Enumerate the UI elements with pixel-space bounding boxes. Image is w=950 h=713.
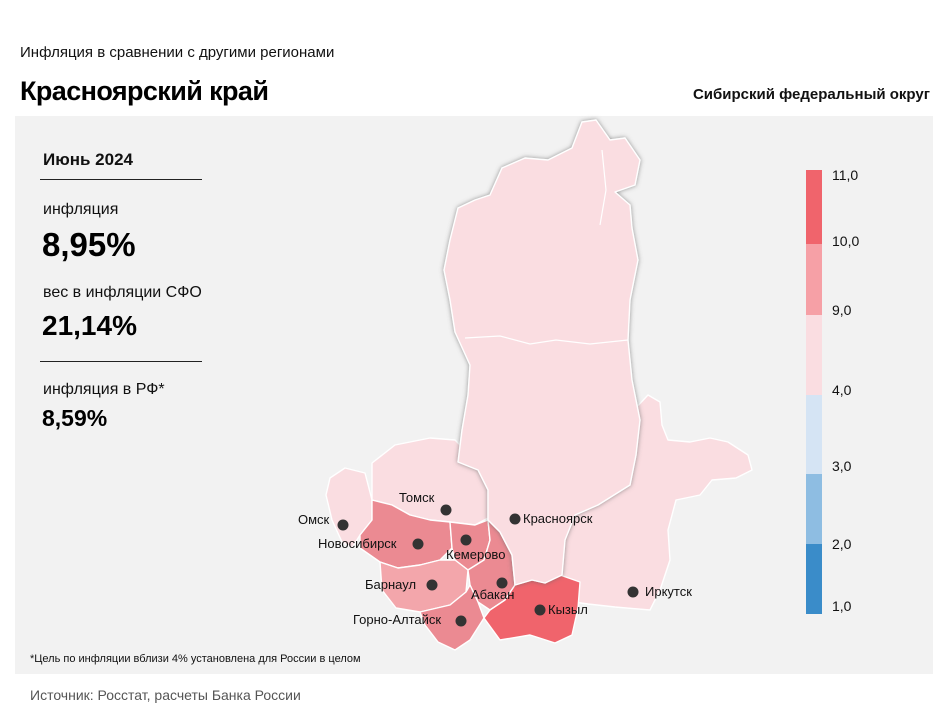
page-subtitle: Инфляция в сравнении с другими регионами — [20, 44, 335, 61]
period-label: Июнь 2024 — [43, 150, 133, 169]
legend-bin-5 — [806, 474, 822, 544]
divider-top — [40, 179, 202, 180]
city-2-marker — [440, 504, 452, 516]
region-krasnoyarsk — [443, 119, 641, 586]
inflation-value: 8,95% — [42, 226, 136, 263]
legend-tick-5: 3,0 — [832, 458, 852, 474]
legend-bin-6 — [806, 544, 822, 614]
legend-bin-2 — [806, 244, 822, 315]
weight-label: вес в инфляции СФО — [43, 284, 202, 301]
city-8-label: Горно-Алтайск — [353, 612, 441, 627]
rf-inflation-label: инфляция в РФ* — [43, 381, 165, 398]
city-3-label: Новосибирск — [318, 536, 397, 551]
legend-bin-3 — [806, 315, 822, 395]
city-9-marker — [534, 604, 546, 616]
city-6-label: Барнаул — [365, 577, 416, 592]
city-8-marker — [455, 615, 467, 627]
city-7-marker — [496, 577, 508, 589]
city-6-marker — [426, 579, 438, 591]
city-1-marker — [337, 519, 349, 531]
city-4-label: Кемерово — [446, 547, 505, 562]
region-altai-krai — [379, 559, 469, 613]
city-10-marker — [627, 586, 639, 598]
legend-tick-7: 1,0 — [832, 598, 852, 614]
city-7-label: Абакан — [471, 587, 514, 602]
city-4-marker — [460, 534, 472, 546]
legend-tick-3: 9,0 — [832, 302, 852, 318]
weight-value: 21,14% — [42, 310, 137, 341]
city-1-label: Омск — [298, 512, 330, 527]
legend-tick-1: 11,0 — [832, 167, 858, 183]
legend-bin-1 — [806, 170, 822, 244]
city-10-label: Иркутск — [645, 584, 692, 599]
inflation-label: инфляция — [43, 201, 119, 218]
legend-tick-4: 4,0 — [832, 382, 852, 398]
legend-tick-6: 2,0 — [832, 536, 852, 552]
region-title: Красноярский край — [20, 76, 269, 106]
city-5-marker — [509, 513, 521, 525]
city-5-label: Красноярск — [523, 511, 593, 526]
footnote: *Цель по инфляции вблизи 4% установлена … — [30, 653, 361, 665]
taymyr-internal-border — [599, 149, 607, 226]
rf-inflation-value: 8,59% — [42, 405, 108, 431]
divider-bottom — [40, 361, 202, 362]
city-3-marker — [412, 538, 424, 550]
legend-bin-4 — [806, 395, 822, 474]
legend-tick-2: 10,0 — [832, 233, 859, 249]
source-note: Источник: Росстат, расчеты Банка России — [30, 687, 301, 703]
district-title: Сибирский федеральный округ — [692, 86, 930, 103]
krasnoyarsk-internal-border — [464, 335, 629, 345]
city-2-label: Томск — [399, 490, 435, 505]
city-9-label: Кызыл — [548, 602, 588, 617]
